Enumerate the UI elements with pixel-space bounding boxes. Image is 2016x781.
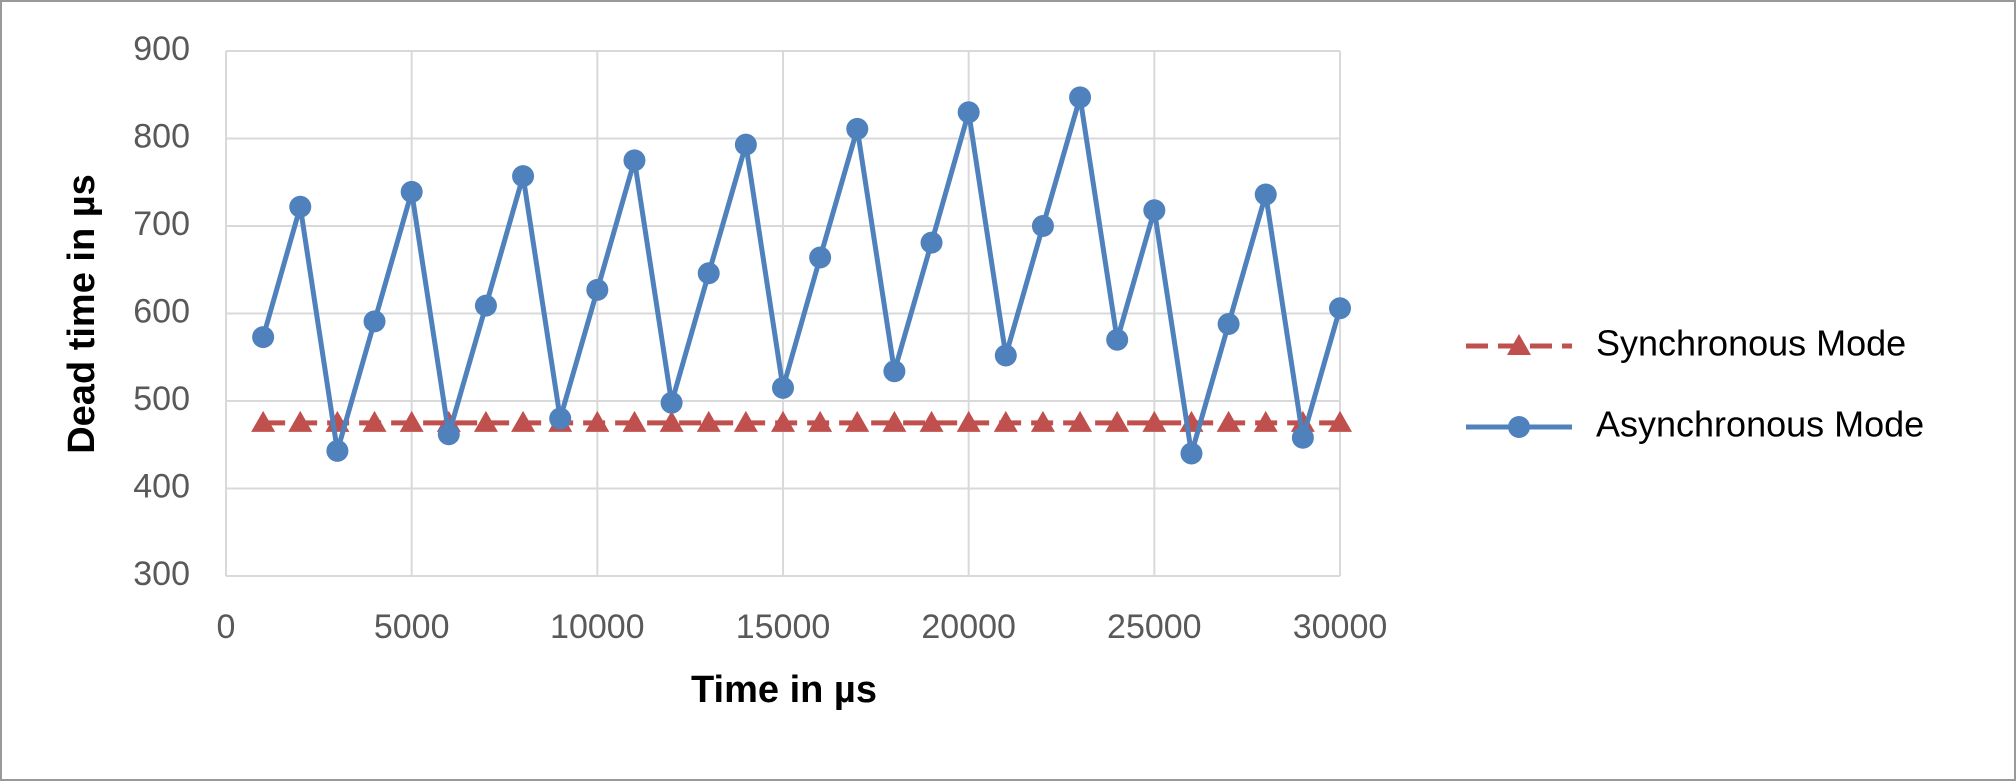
data-point: [808, 410, 833, 432]
y-tick-label: 600: [133, 292, 190, 330]
data-point: [512, 165, 535, 188]
data-point: [697, 262, 720, 285]
data-point: [883, 360, 906, 383]
legend-label: Synchronous Mode: [1596, 323, 1906, 364]
data-point: [1254, 183, 1277, 206]
data-point: [994, 344, 1017, 367]
data-point: [288, 410, 313, 432]
legend-marker: [1507, 334, 1531, 355]
data-point: [622, 410, 647, 432]
data-point: [362, 410, 387, 432]
data-point: [511, 410, 536, 432]
data-point: [400, 180, 423, 203]
y-tick-label: 700: [133, 205, 190, 243]
data-point: [1216, 410, 1241, 432]
data-point: [326, 439, 349, 462]
x-tick-label: 15000: [736, 608, 831, 646]
legend-label: Asynchronous Mode: [1596, 404, 1924, 445]
y-tick-label: 300: [133, 555, 190, 593]
data-point: [474, 294, 497, 317]
x-tick-label: 20000: [921, 608, 1016, 646]
y-tick-label: 900: [133, 30, 190, 68]
y-axis-title: Dead time in µs: [61, 174, 103, 454]
x-tick-label: 30000: [1293, 608, 1388, 646]
data-point: [660, 391, 683, 414]
data-point: [252, 326, 275, 349]
data-point: [956, 410, 981, 432]
data-point: [437, 423, 460, 446]
y-tick-label: 500: [133, 380, 190, 418]
data-point: [1328, 410, 1352, 432]
data-point: [920, 231, 943, 254]
data-point: [957, 101, 980, 124]
x-axis-title: Time in µs: [691, 669, 877, 711]
data-point: [363, 310, 386, 333]
data-point: [1069, 86, 1092, 109]
data-point: [399, 410, 424, 432]
data-point: [771, 410, 795, 432]
data-point: [1030, 410, 1055, 432]
data-point: [919, 410, 944, 432]
data-point: [1105, 410, 1130, 432]
data-point: [585, 410, 610, 432]
data-point: [882, 410, 907, 432]
data-point: [289, 195, 312, 218]
y-tick-label: 400: [133, 467, 190, 505]
legend-marker: [1508, 416, 1530, 438]
data-point: [1329, 297, 1351, 320]
data-point: [251, 410, 276, 432]
data-point: [1142, 410, 1167, 432]
data-point: [586, 278, 609, 301]
data-point: [993, 410, 1018, 432]
data-point: [1291, 426, 1314, 449]
data-point: [473, 410, 498, 432]
data-point: [733, 410, 758, 432]
data-point: [1253, 410, 1278, 432]
data-point: [696, 410, 721, 432]
data-point: [549, 407, 572, 430]
data-point: [659, 410, 684, 432]
x-tick-label: 25000: [1107, 608, 1202, 646]
data-point: [809, 246, 832, 269]
data-point: [1031, 215, 1054, 237]
data-point: [623, 149, 646, 172]
data-point: [1217, 313, 1240, 335]
series-line: [260, 96, 1343, 455]
data-point: [1143, 199, 1166, 222]
x-tick-label: 0: [217, 608, 236, 646]
y-tick-label: 800: [133, 117, 190, 155]
data-point: [734, 133, 757, 156]
x-tick-label: 5000: [374, 608, 450, 646]
data-point: [1106, 328, 1129, 351]
data-point: [772, 376, 794, 399]
data-point: [1068, 410, 1093, 432]
data-point: [846, 117, 869, 140]
data-point: [845, 410, 870, 432]
x-tick-label: 10000: [550, 608, 645, 646]
data-point: [1180, 442, 1203, 465]
